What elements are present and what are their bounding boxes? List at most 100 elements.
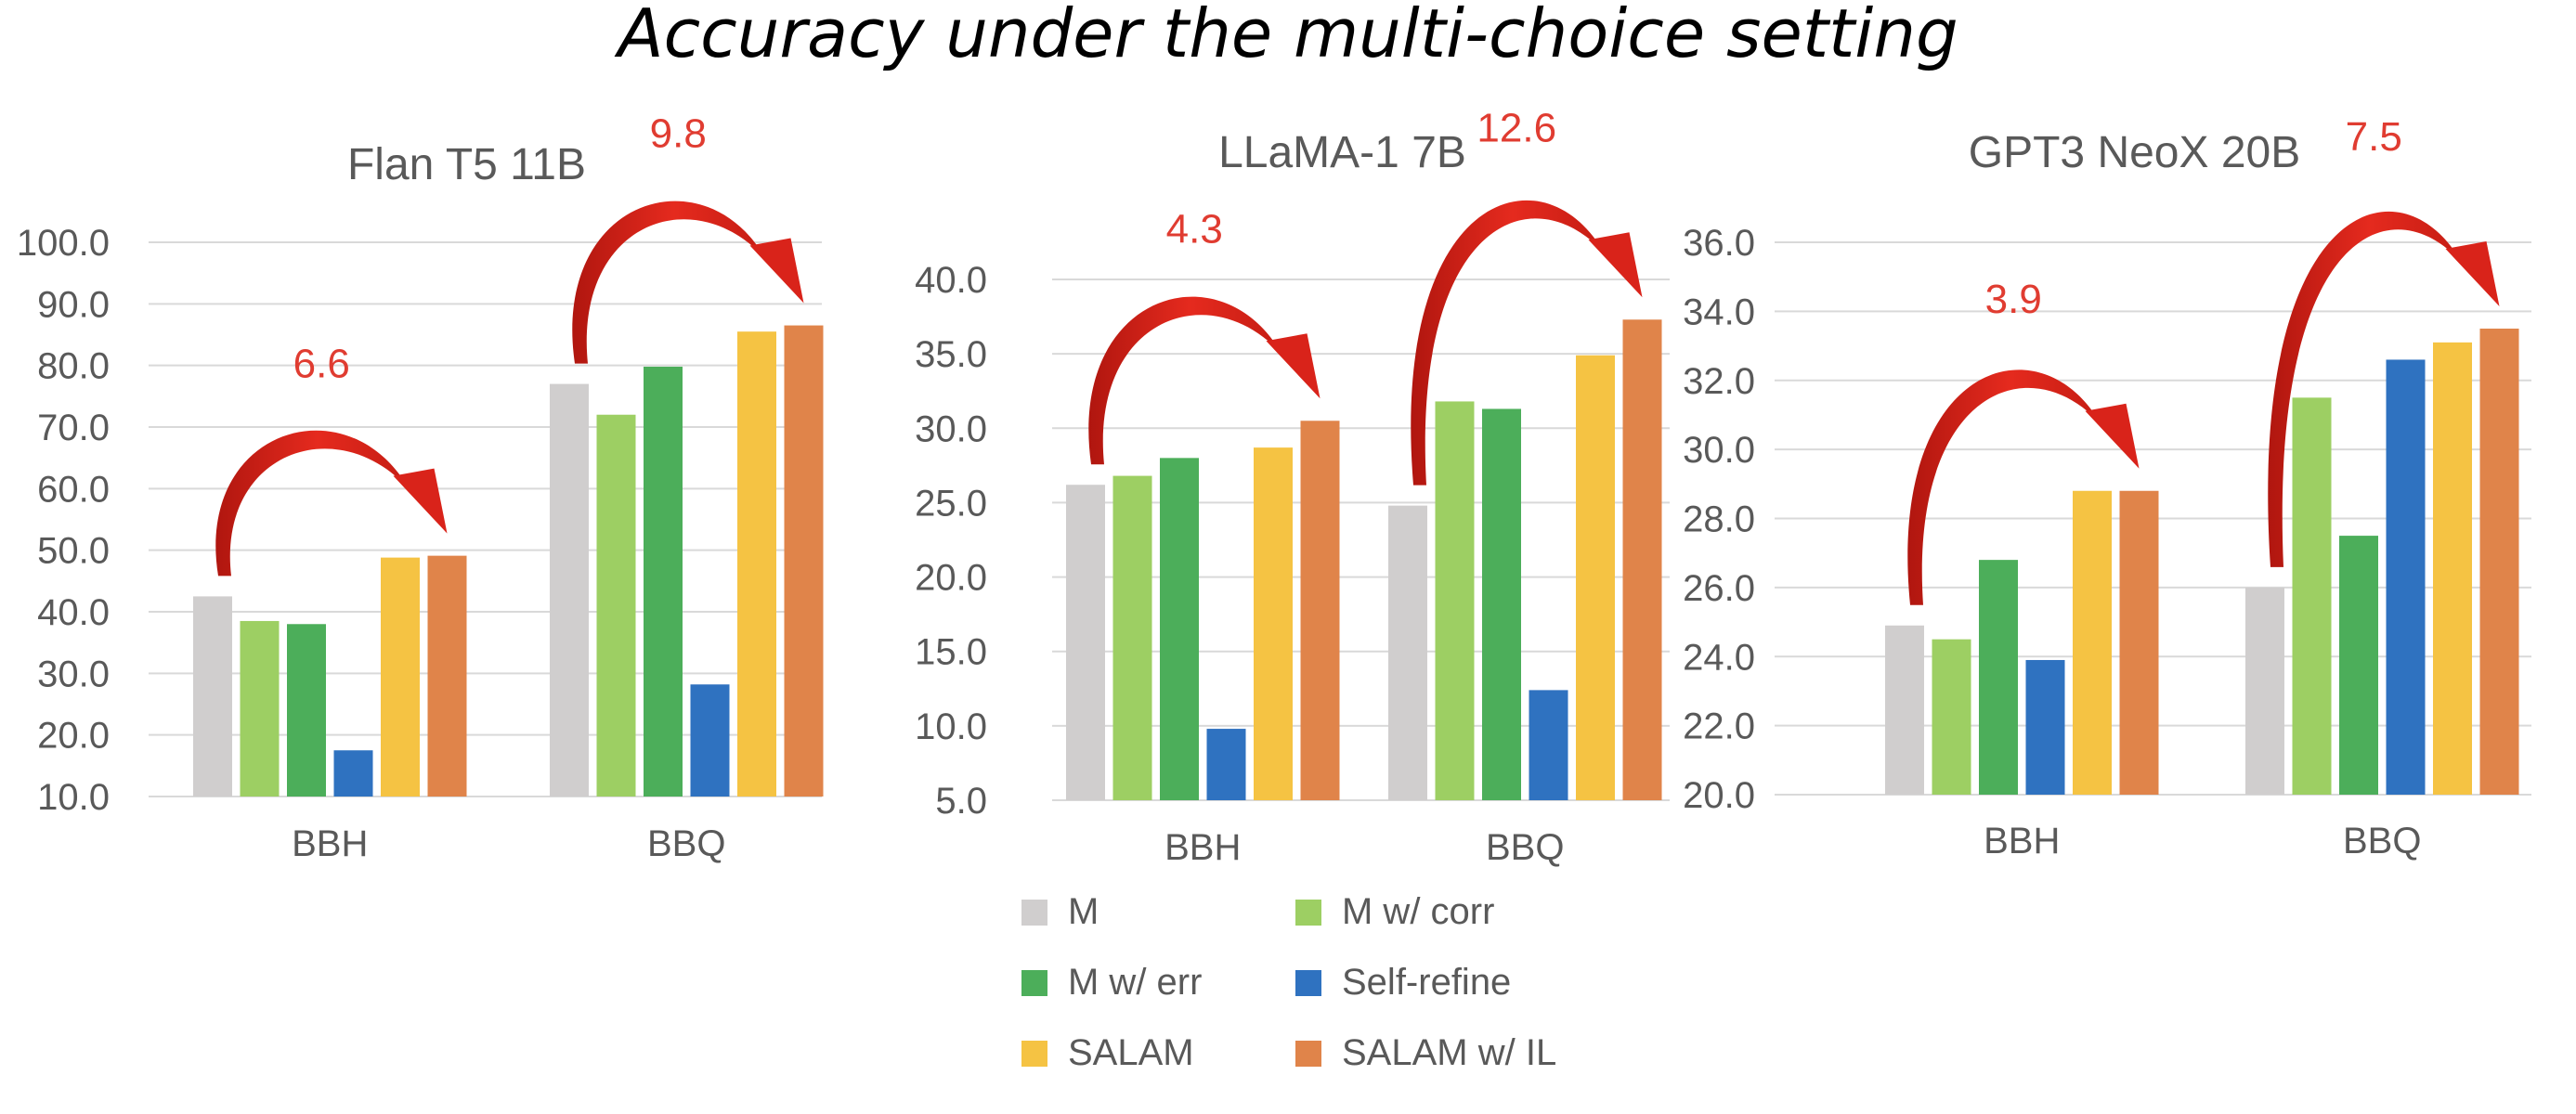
gain-arrow-head (749, 238, 804, 304)
legend-item-m-w-err: M w/ err (1021, 962, 1202, 1004)
bar-m-w-err-bbq (644, 366, 683, 797)
chart-title: LLaMA-1 7B (1218, 128, 1466, 177)
gain-arrow (2268, 211, 2472, 567)
legend-label: M (1068, 891, 1099, 932)
y-tick-label: 34.0 (1683, 291, 1755, 332)
bar-m-w-corr-bbq (596, 414, 636, 797)
bar-m-bbh (1066, 485, 1105, 800)
bar-self-refine-bbq (690, 684, 730, 797)
x-category-label: BBH (1164, 827, 1241, 868)
gain-arrow-head (1588, 232, 1643, 298)
bar-salam-w-il-bbh (427, 555, 467, 797)
bar-m-w-corr-bbq (2292, 397, 2332, 795)
y-tick-label: 80.0 (37, 346, 110, 387)
x-category-label: BBH (1984, 821, 2060, 861)
chart-panel-1: Flan T5 11B 10.0 20.0 30.0 40.0 50.0 60.0 70.0 8… (17, 111, 824, 864)
y-tick-label: 36.0 (1683, 223, 1755, 264)
x-category-label: BBQ (647, 823, 725, 864)
bar-m-w-corr-bbh (1112, 475, 1152, 800)
gain-label: 4.3 (1166, 206, 1223, 252)
bar-m-bbh (1885, 625, 1924, 795)
bar-m-w-err-bbq (2339, 536, 2378, 795)
y-tick-label: 15.0 (915, 632, 987, 673)
legend-item-m-w-corr: M w/ corr (1295, 891, 1494, 933)
legend-label: M w/ err (1068, 962, 1203, 1003)
bar-salam-bbh (381, 557, 420, 797)
bar-m-w-err-bbh (1160, 458, 1199, 800)
gain-label: 6.6 (293, 342, 350, 387)
gain-arrow (215, 430, 420, 576)
chart-title: GPT3 NeoX 20B (1969, 128, 2301, 177)
bar-m-bbq (2245, 587, 2284, 795)
y-tick-label: 32.0 (1683, 361, 1755, 402)
bar-salam-w-il-bbh (1300, 421, 1340, 800)
legend-item-salam-w-il: SALAM w/ IL (1295, 1032, 1556, 1074)
x-category-label: BBQ (2343, 821, 2421, 861)
y-tick-label: 25.0 (915, 483, 987, 524)
bar-m-bbq (1388, 505, 1427, 800)
chart-title: Flan T5 11B (347, 140, 586, 189)
figure-title: Accuracy under the multi-choice setting (618, 0, 1958, 72)
chart-panel-2: LLaMA-1 7B 5.0 10.0 15.0 20.0 25.0 30.0 35.0 40.… (915, 105, 1670, 868)
legend-swatch (1295, 969, 1321, 996)
y-tick-label: 10.0 (915, 706, 987, 747)
bar-self-refine-bbh (2025, 659, 2065, 795)
y-tick-label: 5.0 (935, 781, 987, 822)
y-tick-label: 35.0 (915, 334, 987, 375)
y-tick-label: 100.0 (17, 223, 110, 264)
bar-salam-bbq (1576, 355, 1615, 800)
y-tick-label: 40.0 (915, 260, 987, 301)
y-tick-label: 26.0 (1683, 568, 1755, 609)
legend-item-salam: SALAM (1021, 1032, 1194, 1074)
x-category-label: BBQ (1486, 827, 1564, 868)
y-tick-label: 20.0 (915, 558, 987, 599)
legend-swatch (1295, 1040, 1321, 1067)
bar-m-w-err-bbh (1979, 560, 2018, 795)
bar-m-w-corr-bbh (1932, 639, 1971, 795)
y-tick-label: 20.0 (1683, 775, 1755, 816)
legend: M M w/ corr M w/ err Self-refine SALAM SALAM … (1021, 891, 1579, 1105)
y-tick-label: 24.0 (1683, 637, 1755, 678)
legend-swatch (1021, 969, 1047, 996)
y-tick-label: 30.0 (1683, 430, 1755, 471)
y-tick-label: 20.0 (37, 716, 110, 757)
gain-arrow-head (1266, 333, 1321, 399)
legend-swatch (1295, 899, 1321, 926)
gain-arrow (1088, 296, 1293, 465)
y-tick-label: 10.0 (37, 777, 110, 818)
y-tick-label: 90.0 (37, 284, 110, 325)
gain-arrow (572, 201, 776, 364)
bar-salam-w-il-bbh (2119, 490, 2159, 795)
legend-label: SALAM w/ IL (1342, 1032, 1557, 1073)
bar-m-w-corr-bbq (1435, 401, 1475, 800)
gain-label: 7.5 (2346, 114, 2402, 160)
bar-self-refine-bbq (2386, 359, 2426, 795)
bar-m-w-err-bbq (1482, 408, 1521, 800)
gain-arrow-head (2445, 240, 2500, 306)
bar-salam-w-il-bbq (1622, 319, 1662, 801)
bar-m-w-err-bbh (287, 624, 326, 797)
y-tick-label: 50.0 (37, 531, 110, 572)
legend-item-self-refine: Self-refine (1295, 962, 1511, 1004)
bar-salam-w-il-bbq (784, 325, 824, 797)
bar-m-w-corr-bbh (240, 620, 280, 797)
bar-m-bbq (550, 383, 589, 797)
bar-self-refine-bbq (1529, 690, 1568, 800)
y-tick-label: 30.0 (37, 654, 110, 694)
legend-item-m: M (1021, 891, 1099, 933)
gain-arrow-head (393, 468, 448, 534)
legend-label: SALAM (1068, 1032, 1194, 1073)
y-tick-label: 22.0 (1683, 706, 1755, 747)
y-tick-label: 28.0 (1683, 499, 1755, 540)
bar-salam-w-il-bbq (2479, 328, 2519, 795)
gain-label: 12.6 (1477, 105, 1556, 150)
legend-label: Self-refine (1342, 962, 1512, 1003)
x-category-label: BBH (292, 823, 368, 864)
bar-salam-bbq (737, 331, 776, 797)
legend-swatch (1021, 1040, 1047, 1067)
bar-m-bbh (193, 596, 232, 797)
legend-swatch (1021, 899, 1047, 926)
chart-panel-3: GPT3 NeoX 20B 20.0 22.0 24.0 26.0 28.0 30.0 32.… (1683, 114, 2531, 861)
bar-self-refine-bbh (1206, 729, 1246, 800)
